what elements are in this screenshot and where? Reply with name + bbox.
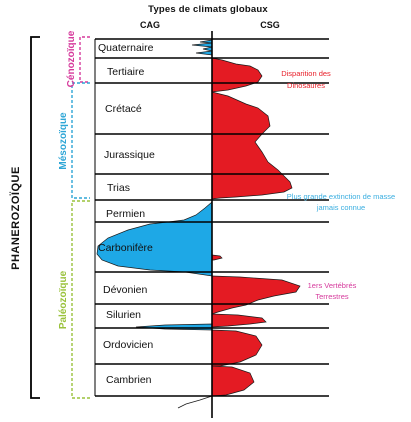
- era-bracket-paleozoic: [71, 200, 90, 399]
- period-label: Trias: [107, 182, 130, 194]
- csg-cambrian: [211, 365, 255, 397]
- era-label-paleozoic: Paléozoïque: [58, 270, 69, 329]
- period-label: Permien: [106, 208, 145, 220]
- cag-quaternary-spikes: [191, 39, 213, 56]
- diagram-title: Types de climats globaux: [148, 4, 268, 15]
- annotation-mass-extinction: Plus grande extinction de masse jamais c…: [287, 192, 395, 212]
- eon-bracket-phanerozoic: [30, 36, 40, 399]
- era-bracket-cenozoic: [79, 36, 90, 83]
- annotation-line: jamais connue: [316, 203, 365, 212]
- csg-fills: [211, 57, 301, 397]
- period-label: Tertiaire: [107, 66, 145, 78]
- era-label-cenozoic: Cénozoïque: [66, 30, 77, 87]
- period-label: Jurassique: [104, 149, 155, 161]
- annotation-dinosaur-extinction: Disparition des Dinosaures: [281, 69, 331, 90]
- column-header-csg: CSG: [260, 20, 280, 30]
- annotation-line: Disparition des: [281, 69, 331, 78]
- csg-silurian: [211, 313, 267, 328]
- csg-ordovician: [211, 329, 263, 367]
- period-label: Quaternaire: [98, 42, 154, 54]
- period-label: Carbonifère: [98, 242, 153, 254]
- annotation-line: 1ers Vertébrés: [308, 281, 357, 290]
- cag-cambrian-curve: [177, 395, 213, 409]
- column-header-cag: CAG: [140, 20, 160, 30]
- period-labels: Quaternaire Tertiaire Crétacé Jurassique…: [98, 42, 155, 386]
- period-label: Silurien: [106, 309, 141, 321]
- annotation-line: Dinosaures: [287, 81, 325, 90]
- period-label: Crétacé: [105, 103, 142, 115]
- csg-carboniferous-sliver: [211, 254, 223, 261]
- csg-mesozoic: [211, 91, 293, 200]
- cag-ordovician-silurian: [135, 323, 213, 331]
- era-bracket-mesozoic: [71, 82, 90, 199]
- eon-label-phanerozoic: PHANEROZOÏQUE: [9, 166, 22, 270]
- csg-devonian: [211, 275, 301, 315]
- cag-permo-carboniferous: [96, 201, 213, 277]
- annotation-first-vertebrates: 1ers Vertébrés Terrestres: [308, 281, 357, 301]
- era-label-mesozoic: Mésozoïque: [58, 112, 69, 170]
- annotation-line: Terrestres: [315, 292, 349, 301]
- csg-tertiary: [211, 57, 263, 93]
- annotation-line: Plus grande extinction de masse: [287, 192, 395, 201]
- period-label: Dévonien: [103, 284, 148, 296]
- period-label: Ordovicien: [103, 339, 153, 351]
- period-label: Cambrien: [106, 374, 152, 386]
